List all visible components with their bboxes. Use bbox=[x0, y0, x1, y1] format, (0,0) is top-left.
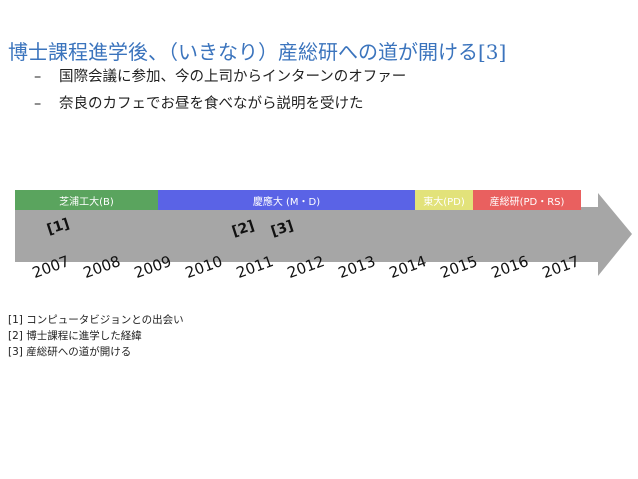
reference-item: [3] 産総研への道が開ける bbox=[8, 346, 132, 358]
slide-title: 博士課程進学後、（いきなり）産総研への道が開ける[3] bbox=[8, 36, 506, 65]
slide-title-text: 博士課程進学後、（いきなり）産総研への道が開ける bbox=[8, 40, 478, 64]
segment-label: 芝浦工大(B) bbox=[59, 196, 114, 208]
reference-list: [1] コンピュータビジョンとの出会い [2] 博士課程に進学した経緯 [3] … bbox=[8, 312, 184, 360]
segment-aist: 産総研(PD・RS) bbox=[473, 190, 581, 210]
segment-label: 産総研(PD・RS) bbox=[489, 196, 565, 208]
bullet-dash: – bbox=[34, 96, 42, 112]
segment-keio: 慶應大 (M・D) bbox=[158, 190, 415, 210]
segment-todai: 東大(PD) bbox=[415, 190, 473, 210]
bullet-text: 奈良のカフェでお昼を食べながら説明を受けた bbox=[59, 96, 364, 112]
reference-item: [1] コンピュータビジョンとの出会い bbox=[8, 314, 184, 326]
bullet-dash: – bbox=[34, 69, 42, 85]
segment-label: 慶應大 (M・D) bbox=[252, 196, 321, 208]
timeline-arrow-shape bbox=[15, 193, 632, 276]
segment-shibaura: 芝浦工大(B) bbox=[15, 190, 158, 210]
bullet-text: 国際会議に参加、今の上司からインターンのオファー bbox=[59, 69, 407, 85]
reference-item: [2] 博士課程に進学した経緯 bbox=[8, 330, 142, 342]
bullet-item: – 奈良のカフェでお昼を食べながら説明を受けた bbox=[34, 95, 406, 122]
slide-title-ref: [3] bbox=[478, 40, 507, 64]
bullet-list: – 国際会議に参加、今の上司からインターンのオファー – 奈良のカフェでお昼を食… bbox=[34, 68, 406, 122]
bullet-item: – 国際会議に参加、今の上司からインターンのオファー bbox=[34, 68, 406, 95]
segment-label: 東大(PD) bbox=[423, 196, 465, 208]
